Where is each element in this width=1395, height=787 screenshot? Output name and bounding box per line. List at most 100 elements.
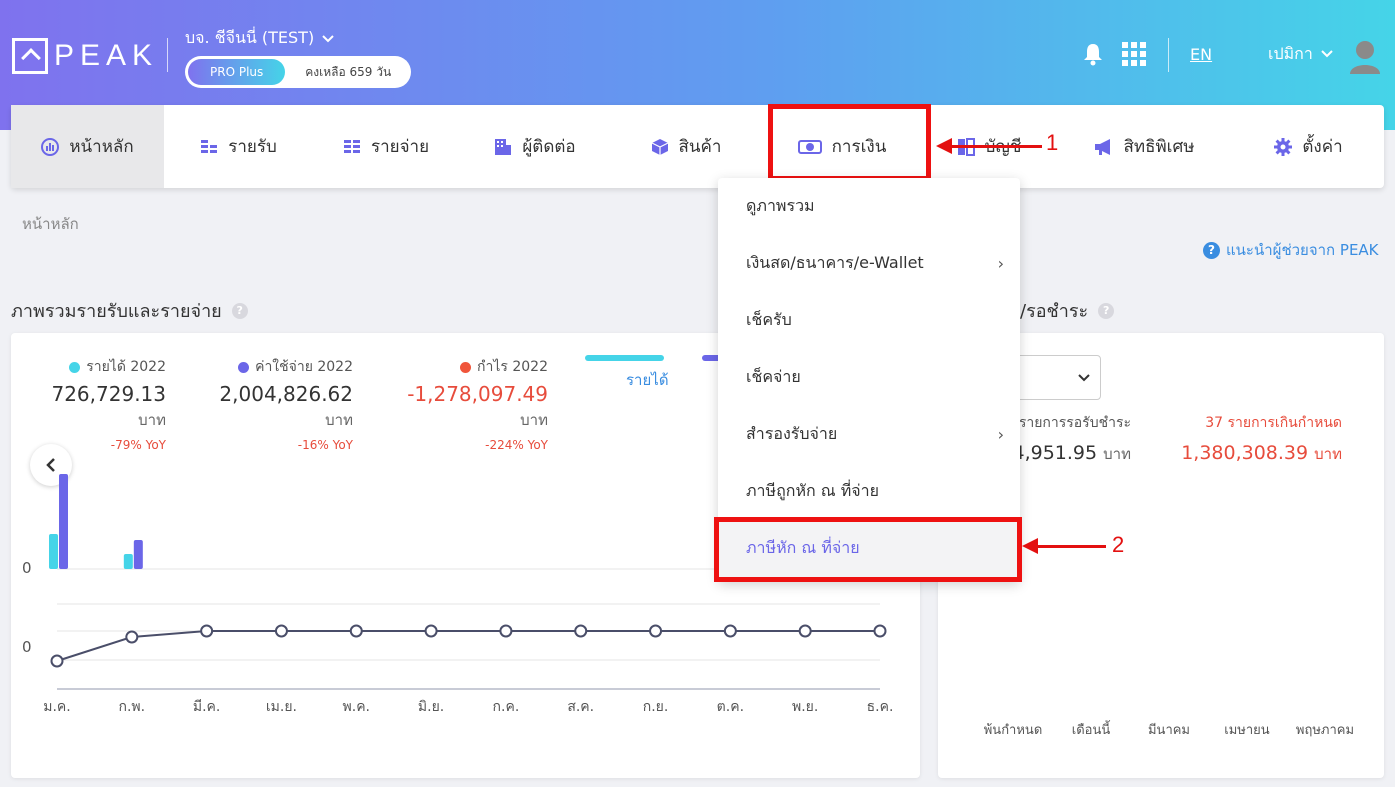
question-icon[interactable]: ?: [1098, 302, 1115, 319]
legend-income-label[interactable]: รายได้: [626, 371, 669, 389]
nav-label: ผู้ติดต่อ: [522, 137, 576, 157]
expense-unit: บาท: [325, 411, 353, 429]
company-name: บจ. ชีจีนนี่ (TEST): [185, 28, 315, 47]
expense-dot: [238, 361, 250, 373]
overview-title: ภาพรวมรายรับและรายจ่าย: [11, 301, 222, 322]
wht-highlight-box: [714, 517, 1022, 582]
user-name: เปมิกา: [1268, 43, 1313, 63]
question-icon[interactable]: ?: [231, 302, 248, 319]
apps-grid-icon[interactable]: [1122, 36, 1146, 72]
month-label: ก.ย.: [642, 699, 669, 715]
plan-remaining: คงเหลือ 659 วัน: [305, 64, 392, 79]
expense-label: ค่าใช้จ่าย 2022: [255, 359, 353, 375]
avatar[interactable]: [1348, 38, 1382, 74]
chevron-down-icon: [1078, 373, 1090, 381]
pending-unit: บาท: [1103, 445, 1131, 463]
annotation-label-2: 2: [1112, 532, 1125, 557]
profit-point-0: [50, 654, 64, 668]
income-value: 726,729.13: [51, 382, 166, 406]
menu-item-cash-bank[interactable]: เงินสด/ธนาคาร/e-Wallet ›: [746, 253, 1004, 273]
profit-point-5: [424, 624, 438, 638]
menu-item-wht-received[interactable]: ภาษีถูกหัก ณ ที่จ่าย: [746, 481, 879, 500]
month-label: ส.ค.: [567, 699, 595, 715]
nav-label: การเงิน: [831, 137, 887, 157]
pending-value: 4,951.95: [1012, 442, 1098, 464]
bar-income-0: [49, 534, 58, 569]
chevron-down-icon: [1321, 50, 1333, 58]
help-link-label: แนะนำผู้ช่วยจาก PEAK: [1226, 241, 1379, 259]
annotation-arrow-2: [1022, 538, 1106, 554]
nav-label: สิทธิพิเศษ: [1123, 137, 1195, 157]
coins-icon: [200, 138, 218, 156]
chevron-right-icon: ›: [997, 425, 1004, 444]
profit-line: [56, 630, 880, 662]
logo-mark-icon: [12, 38, 48, 74]
help-link[interactable]: ? แนะนำผู้ช่วยจาก PEAK: [1203, 238, 1379, 262]
menu-item-overview[interactable]: ดูภาพรวม: [746, 196, 815, 215]
profit-point-3: [274, 624, 288, 638]
receivable-bar-label: มีนาคม: [1147, 723, 1191, 738]
y-axis-zero-top: 0: [22, 559, 32, 577]
expense-stat: ค่าใช้จ่าย 2022 2,004,826.62 บาท -16% Yo…: [195, 356, 353, 452]
logo-text: PEAK: [54, 39, 159, 72]
overdue-stat[interactable]: 37 รายการเกินกำหนด 1,380,308.39 บาท: [1180, 412, 1342, 466]
menu-item-wht-paid[interactable]: ภาษีหัก ณ ที่จ่าย: [718, 520, 1020, 577]
annotation-arrow-1: [936, 138, 1042, 154]
plan-badge: PRO Plus: [188, 59, 286, 85]
legend-expense-swatch: [702, 355, 722, 361]
company-selector[interactable]: บจ. ชีจีนนี่ (TEST): [185, 26, 334, 51]
overview-title-row: ภาพรวมรายรับและรายจ่าย ?: [11, 296, 248, 325]
finance-dropdown-menu: ดูภาพรวม เงินสด/ธนาคาร/e-Wallet › เช็ครับ…: [718, 178, 1020, 582]
month-label: ต.ค.: [716, 699, 745, 715]
box-icon: [651, 138, 669, 156]
profit-label: กำไร 2022: [477, 359, 548, 375]
money-icon: [797, 138, 822, 156]
profit-point-8: [649, 624, 663, 638]
month-label: เม.ย.: [265, 699, 298, 715]
header-divider: [167, 38, 168, 72]
receivable-bar-label: เดือนนี้: [1071, 723, 1111, 738]
nav-item-products[interactable]: สินค้า: [611, 105, 761, 188]
menu-item-cheque-paid[interactable]: เช็คจ่าย: [746, 367, 801, 386]
menu-item-cheque-received[interactable]: เช็ครับ: [746, 310, 792, 329]
bell-icon[interactable]: [1082, 36, 1104, 72]
month-label: พ.ค.: [342, 699, 371, 715]
profit-point-1: [125, 630, 139, 644]
y-axis-zero-bottom: 0: [22, 638, 32, 656]
profit-stat: กำไร 2022 -1,278,097.49 บาท -224% YoY: [380, 356, 548, 452]
profit-point-10: [798, 624, 812, 638]
income-stat: รายได้ 2022 726,729.13 บาท -79% YoY: [30, 356, 166, 452]
receivable-bar-label: พ้นกำหนด: [983, 723, 1043, 738]
expense-value: 2,004,826.62: [219, 382, 353, 406]
bar-expense-1: [133, 540, 143, 569]
nav-item-home[interactable]: หน้าหลัก: [11, 105, 164, 188]
nav-item-privileges[interactable]: สิทธิพิเศษ: [1055, 105, 1233, 188]
receivable-bar-label: เมษายน: [1224, 723, 1270, 738]
nav-item-finance[interactable]: การเงิน: [761, 105, 923, 188]
nav-item-settings[interactable]: ตั้งค่า: [1233, 105, 1384, 188]
profit-dot: [460, 361, 472, 373]
user-menu[interactable]: เปมิกา: [1268, 36, 1333, 72]
nav-item-contacts[interactable]: ผู้ติดต่อ: [459, 105, 611, 188]
language-switch[interactable]: EN: [1190, 44, 1213, 64]
month-label: ธ.ค.: [866, 699, 894, 715]
profit-yoy: -224% YoY: [485, 438, 548, 452]
month-label: ม.ค.: [43, 699, 71, 715]
nav-label: รายจ่าย: [370, 137, 430, 157]
annotation-label-1: 1: [1046, 130, 1059, 155]
profit-point-7: [574, 624, 588, 638]
legend-income-swatch: [585, 355, 664, 361]
profit-point-4: [349, 624, 363, 638]
nav-label: ตั้งค่า: [1302, 137, 1343, 157]
plan-status: PRO Plus คงเหลือ 659 วัน: [185, 56, 411, 88]
nav-item-expense[interactable]: รายจ่าย: [313, 105, 459, 188]
peak-logo[interactable]: PEAK: [12, 38, 158, 74]
chevron-right-icon: ›: [997, 254, 1004, 273]
nav-item-income[interactable]: รายรับ: [164, 105, 313, 188]
overdue-label: 37 รายการเกินกำหนด: [1205, 415, 1342, 431]
overdue-unit: บาท: [1314, 445, 1342, 463]
menu-item-petty-cash[interactable]: สำรองรับจ่าย ›: [746, 424, 1004, 444]
period-select[interactable]: [1010, 355, 1101, 400]
dashboard-icon: [41, 137, 60, 156]
pending-stat: รายการรอรับชำระ 4,951.95 บาท: [1010, 412, 1132, 466]
